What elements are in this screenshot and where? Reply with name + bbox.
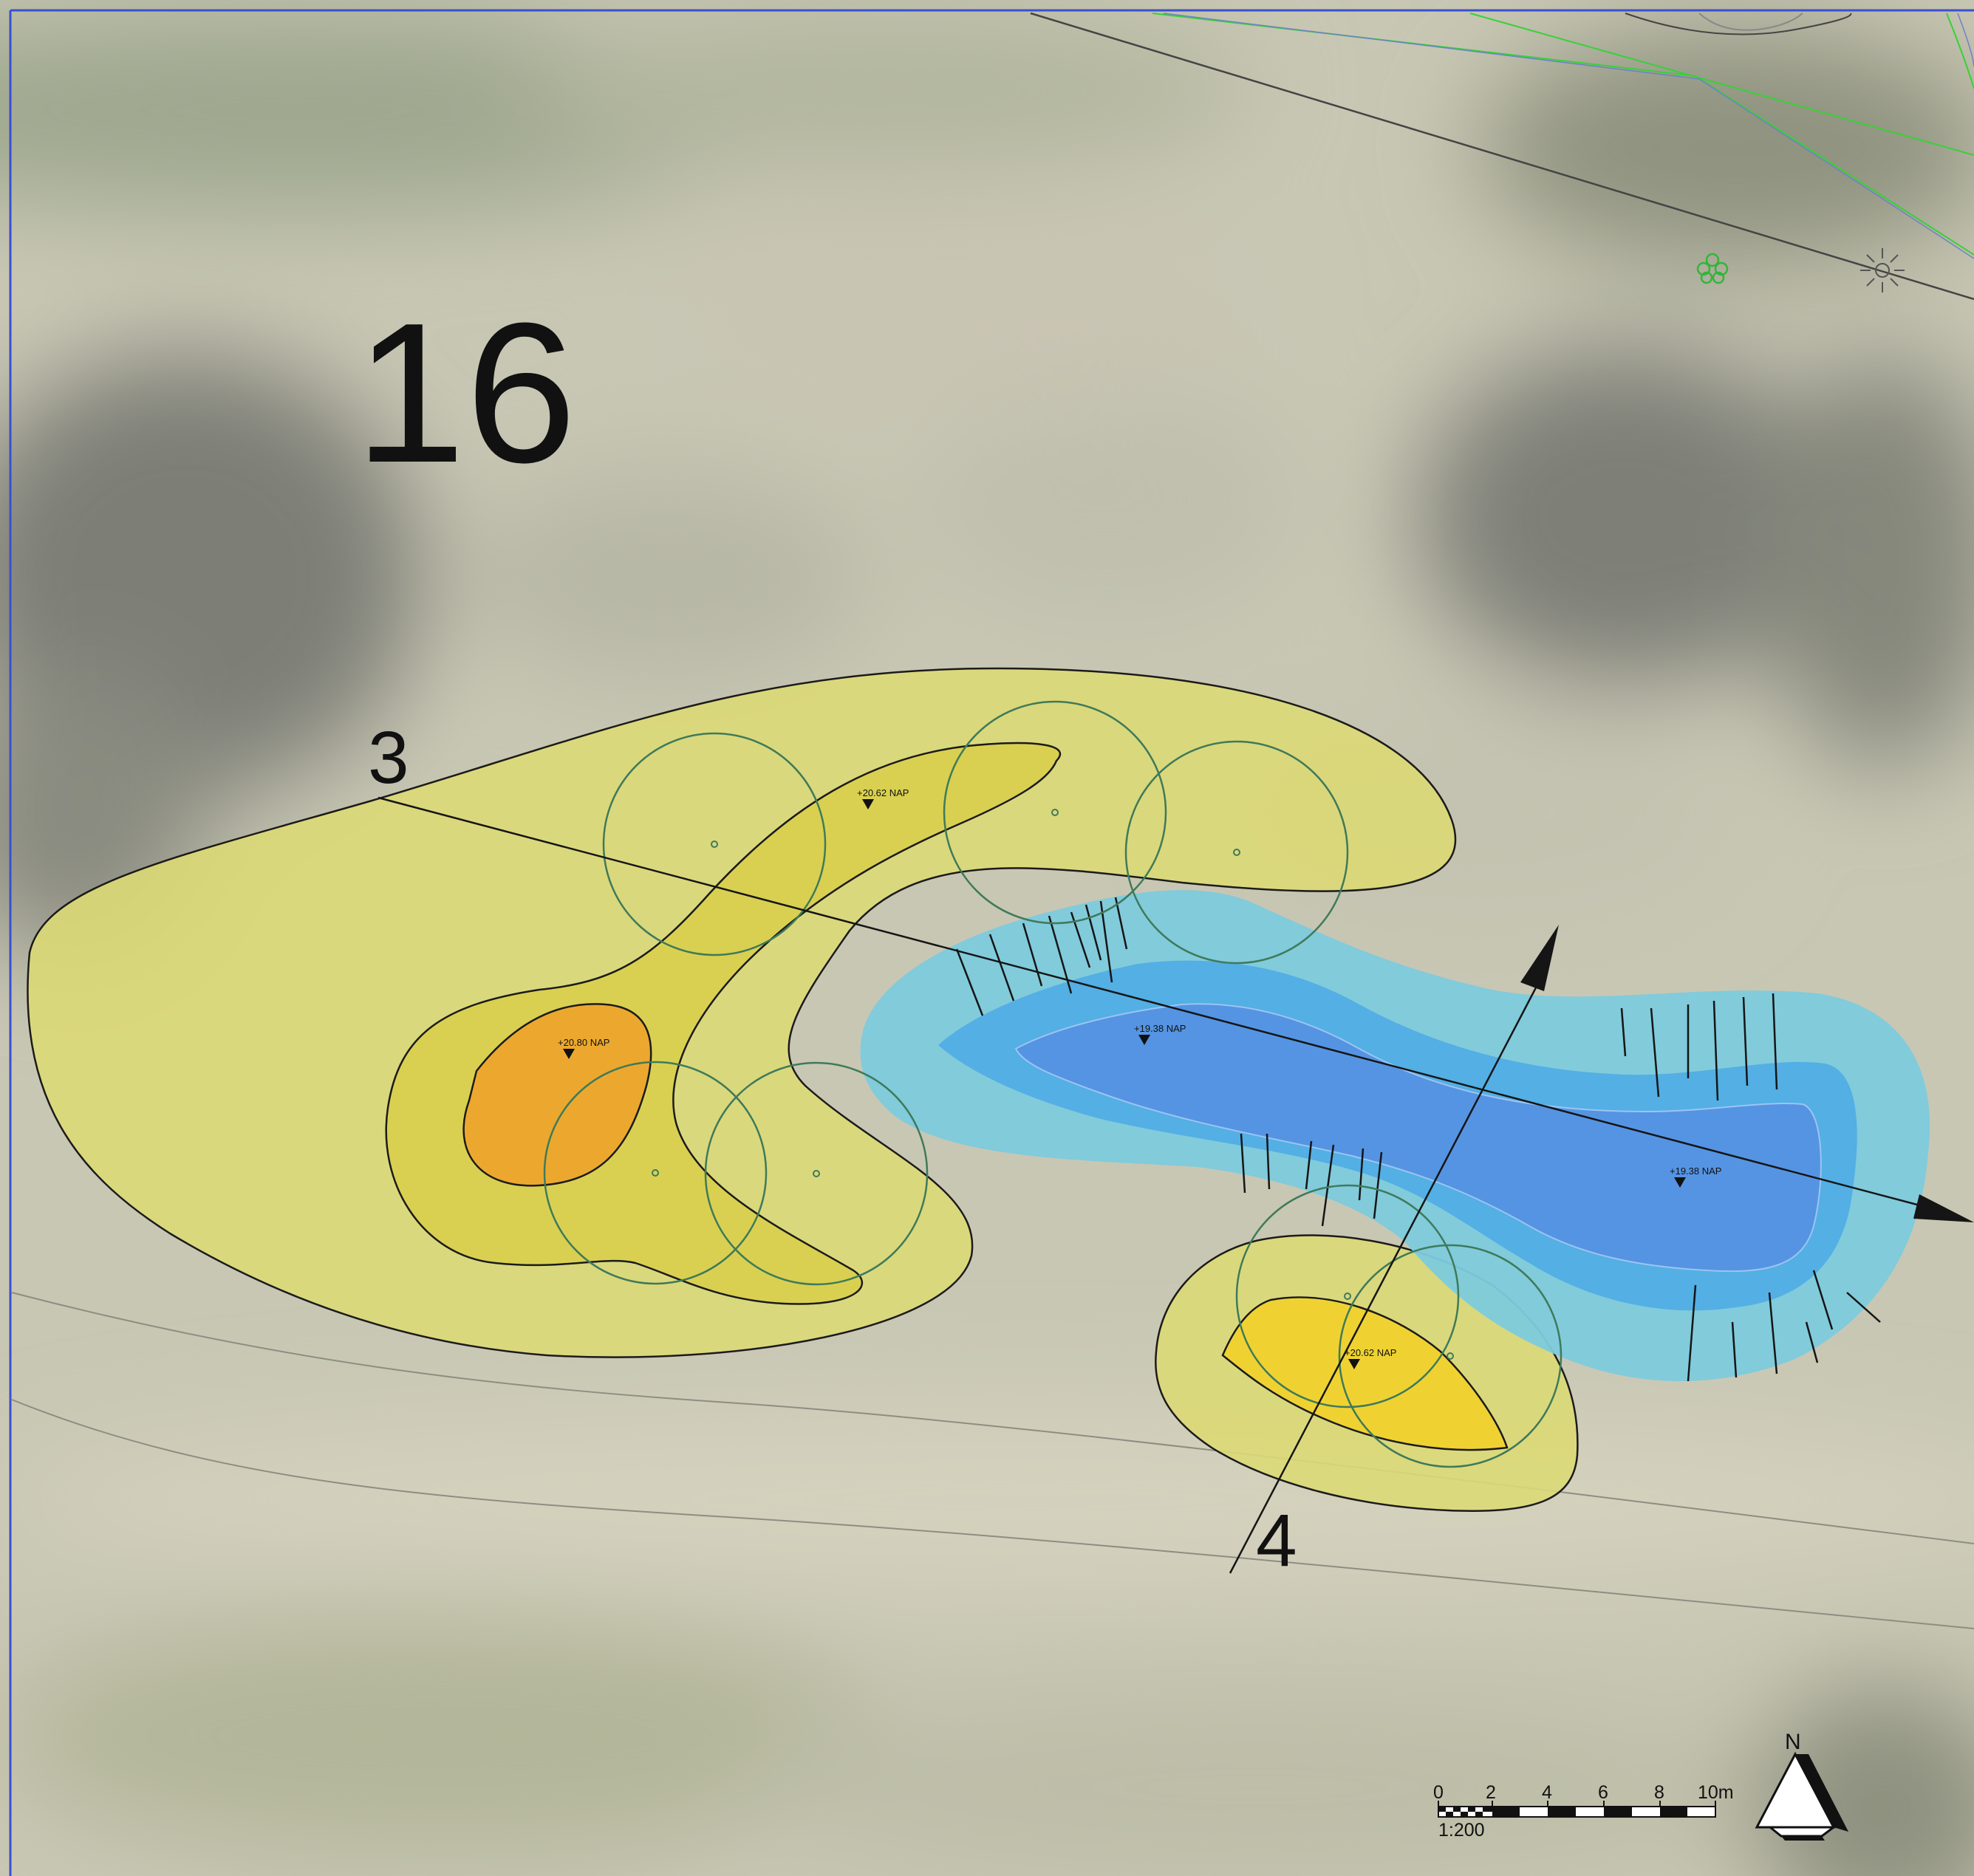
plan-number: 16: [355, 282, 576, 504]
elevation-marker-icon: [563, 1049, 575, 1059]
slope-hachures: [955, 897, 1881, 1382]
lamp-post-icon: [1860, 248, 1905, 292]
scale-bar: 0 2 4 6 8 10m 1:200: [1433, 1782, 1734, 1841]
scale-ratio: 1:200: [1438, 1820, 1485, 1841]
lower-mound-peak: [1221, 1296, 1509, 1451]
tree-canopy-circle: [1235, 1184, 1460, 1408]
elevation-marker-upper: +20.62 NAP: [857, 787, 909, 809]
section-label-4: 4: [1256, 1499, 1297, 1582]
tree-canopy-circle: [602, 732, 827, 956]
elevation-label: +20.62 NAP: [1345, 1347, 1396, 1358]
outer-mound-contour: [27, 667, 1457, 1358]
road-lines-north: [1030, 12, 1974, 301]
north-label: N: [1785, 1730, 1801, 1754]
scale-tick-label: 8: [1654, 1782, 1664, 1803]
elevation-marker-icon: [1348, 1359, 1360, 1369]
elevation-label: +19.38 NAP: [1670, 1165, 1721, 1177]
tree-canopy-circle: [1338, 1244, 1563, 1468]
elevation-marker-water-west: +19.38 NAP: [1134, 1023, 1186, 1045]
tree-canopy-circle: [943, 700, 1167, 925]
elevation-marker-orange: +20.80 NAP: [558, 1037, 609, 1059]
tree-canopy-circle: [704, 1061, 929, 1286]
elevation-label: +20.80 NAP: [558, 1037, 609, 1048]
tree-trunk-points: [652, 809, 1454, 1360]
tree-canopies: [543, 700, 1563, 1468]
water-deep-zone: [1014, 1003, 1822, 1273]
section-line-4: 4: [1229, 925, 1559, 1582]
elevation-marker-icon: [1138, 1035, 1150, 1045]
elevation-marker-icon: [1674, 1177, 1686, 1188]
elevation-marker-icon: [862, 799, 874, 809]
scale-tick-label: 10m: [1698, 1782, 1734, 1803]
elevation-marker-lower: +20.62 NAP: [1345, 1347, 1396, 1369]
high-point-contour: [462, 1003, 652, 1187]
scale-tick-label: 0: [1433, 1782, 1444, 1803]
tree-canopy-circle: [1124, 740, 1349, 965]
scale-tick-label: 4: [1542, 1782, 1552, 1803]
section-line-3: 3: [368, 716, 1974, 1222]
section-label-3: 3: [368, 716, 409, 799]
elevation-label: +20.62 NAP: [857, 787, 909, 798]
scale-tick-label: 2: [1486, 1782, 1496, 1803]
tree-canopy-circle: [543, 1061, 768, 1285]
elevation-marker-water-east: +19.38 NAP: [1670, 1165, 1721, 1188]
north-arrow-icon: N: [1755, 1730, 1848, 1841]
elevation-label: +19.38 NAP: [1134, 1023, 1186, 1034]
deciduous-tree-icon: [1696, 253, 1729, 284]
section-arrow-3: [1913, 1194, 1974, 1222]
scale-tick-label: 6: [1598, 1782, 1608, 1803]
section-arrow-4: [1520, 925, 1559, 991]
